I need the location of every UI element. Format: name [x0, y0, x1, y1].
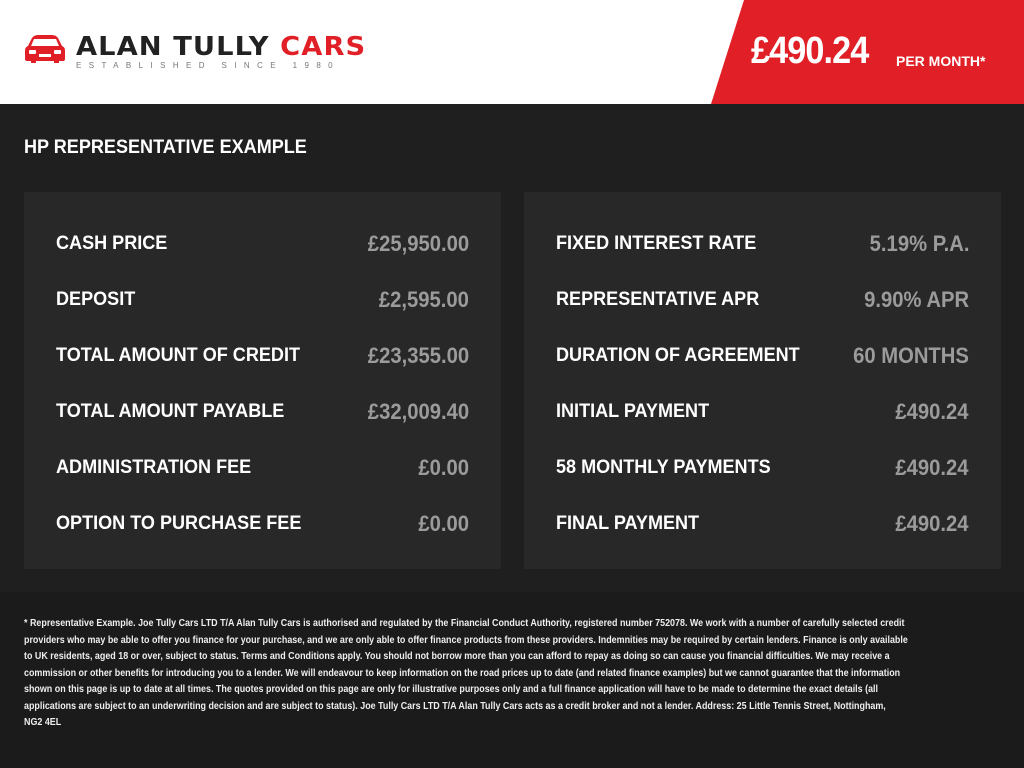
finance-value: £0.00 — [418, 511, 469, 536]
finance-label: REPRESENTATIVE APR — [556, 289, 760, 310]
finance-label: DURATION OF AGREEMENT — [556, 345, 800, 366]
disclaimer-line: commission or other benefits for introdu… — [24, 666, 901, 679]
finance-label: FINAL PAYMENT — [556, 513, 700, 534]
disclaimer-line: providers who may be able to offer you f… — [24, 633, 908, 646]
finance-value: £490.24 — [895, 511, 969, 536]
monthly-price: £490.24 — [751, 30, 869, 72]
finance-label: DEPOSIT — [56, 289, 136, 310]
car-icon — [25, 35, 65, 63]
finance-label: ADMINISTRATION FEE — [56, 457, 252, 478]
finance-value: £23,355.00 — [367, 343, 469, 368]
finance-label: INITIAL PAYMENT — [556, 401, 710, 422]
finance-row: ADMINISTRATION FEE £0.00 — [56, 440, 469, 496]
finance-row: INITIAL PAYMENT £490.24 — [556, 384, 969, 440]
finance-value: 5.19% P.A. — [869, 231, 969, 256]
finance-value: £32,009.40 — [367, 399, 469, 424]
disclaimer-line: applications are subject to an underwrit… — [24, 699, 886, 712]
finance-value: £0.00 — [418, 455, 469, 480]
brand-name: ALAN TULLY — [76, 32, 270, 62]
finance-label: CASH PRICE — [56, 233, 168, 254]
finance-row: TOTAL AMOUNT PAYABLE £32,009.40 — [56, 384, 469, 440]
finance-label: TOTAL AMOUNT PAYABLE — [56, 401, 285, 422]
finance-value: 9.90% APR — [864, 287, 969, 312]
disclaimer-line: * Representative Example. Joe Tully Cars… — [24, 617, 905, 629]
finance-row: FINAL PAYMENT £490.24 — [556, 496, 969, 552]
finance-row: CASH PRICE £25,950.00 — [56, 216, 469, 272]
disclaimer-line: shown on this page is up to date at all … — [24, 683, 878, 695]
finance-row: REPRESENTATIVE APR 9.90% APR — [556, 272, 969, 328]
disclaimer-line: to UK residents, aged 18 or over, subjec… — [24, 650, 890, 662]
brand-name-accent: CARS — [280, 32, 367, 62]
logo[interactable]: ALAN TULLY CARS ESTABLISHED SINCE 1980 — [24, 32, 365, 70]
finance-label: OPTION TO PURCHASE FEE — [56, 513, 302, 534]
finance-value: £490.24 — [895, 455, 969, 480]
finance-label: FIXED INTEREST RATE — [556, 233, 757, 254]
finance-panel-left: CASH PRICE £25,950.00 DEPOSIT £2,595.00 TOTA… — [24, 192, 501, 569]
disclaimer-line: NG2 4EL — [24, 716, 62, 728]
finance-label: 58 MONTHLY PAYMENTS — [556, 457, 771, 478]
finance-label: TOTAL AMOUNT OF CREDIT — [56, 345, 301, 366]
finance-row: OPTION TO PURCHASE FEE £0.00 — [56, 496, 469, 552]
disclaimer: * Representative Example. Joe Tully Cars… — [0, 592, 1024, 768]
finance-value: £2,595.00 — [378, 287, 469, 312]
monthly-price-banner: £490.24 PER MONTH* — [711, 0, 1024, 104]
brand-tagline: ESTABLISHED SINCE 1980 — [76, 61, 341, 70]
finance-row: 58 MONTHLY PAYMENTS £490.24 — [556, 440, 969, 496]
section-title: HP REPRESENTATIVE EXAMPLE — [24, 137, 307, 158]
finance-panel-right: FIXED INTEREST RATE 5.19% P.A. REPRESENTAT… — [524, 192, 1001, 569]
finance-value: 60 MONTHS — [853, 343, 969, 368]
per-month-label: PER MONTH* — [896, 53, 986, 69]
finance-value: £25,950.00 — [367, 231, 469, 256]
finance-row: DURATION OF AGREEMENT 60 MONTHS — [556, 328, 969, 384]
finance-row: TOTAL AMOUNT OF CREDIT £23,355.00 — [56, 328, 469, 384]
finance-value: £490.24 — [895, 399, 969, 424]
finance-row: FIXED INTEREST RATE 5.19% P.A. — [556, 216, 969, 272]
finance-row: DEPOSIT £2,595.00 — [56, 272, 469, 328]
header: ALAN TULLY CARS ESTABLISHED SINCE 1980 £… — [0, 0, 1024, 104]
